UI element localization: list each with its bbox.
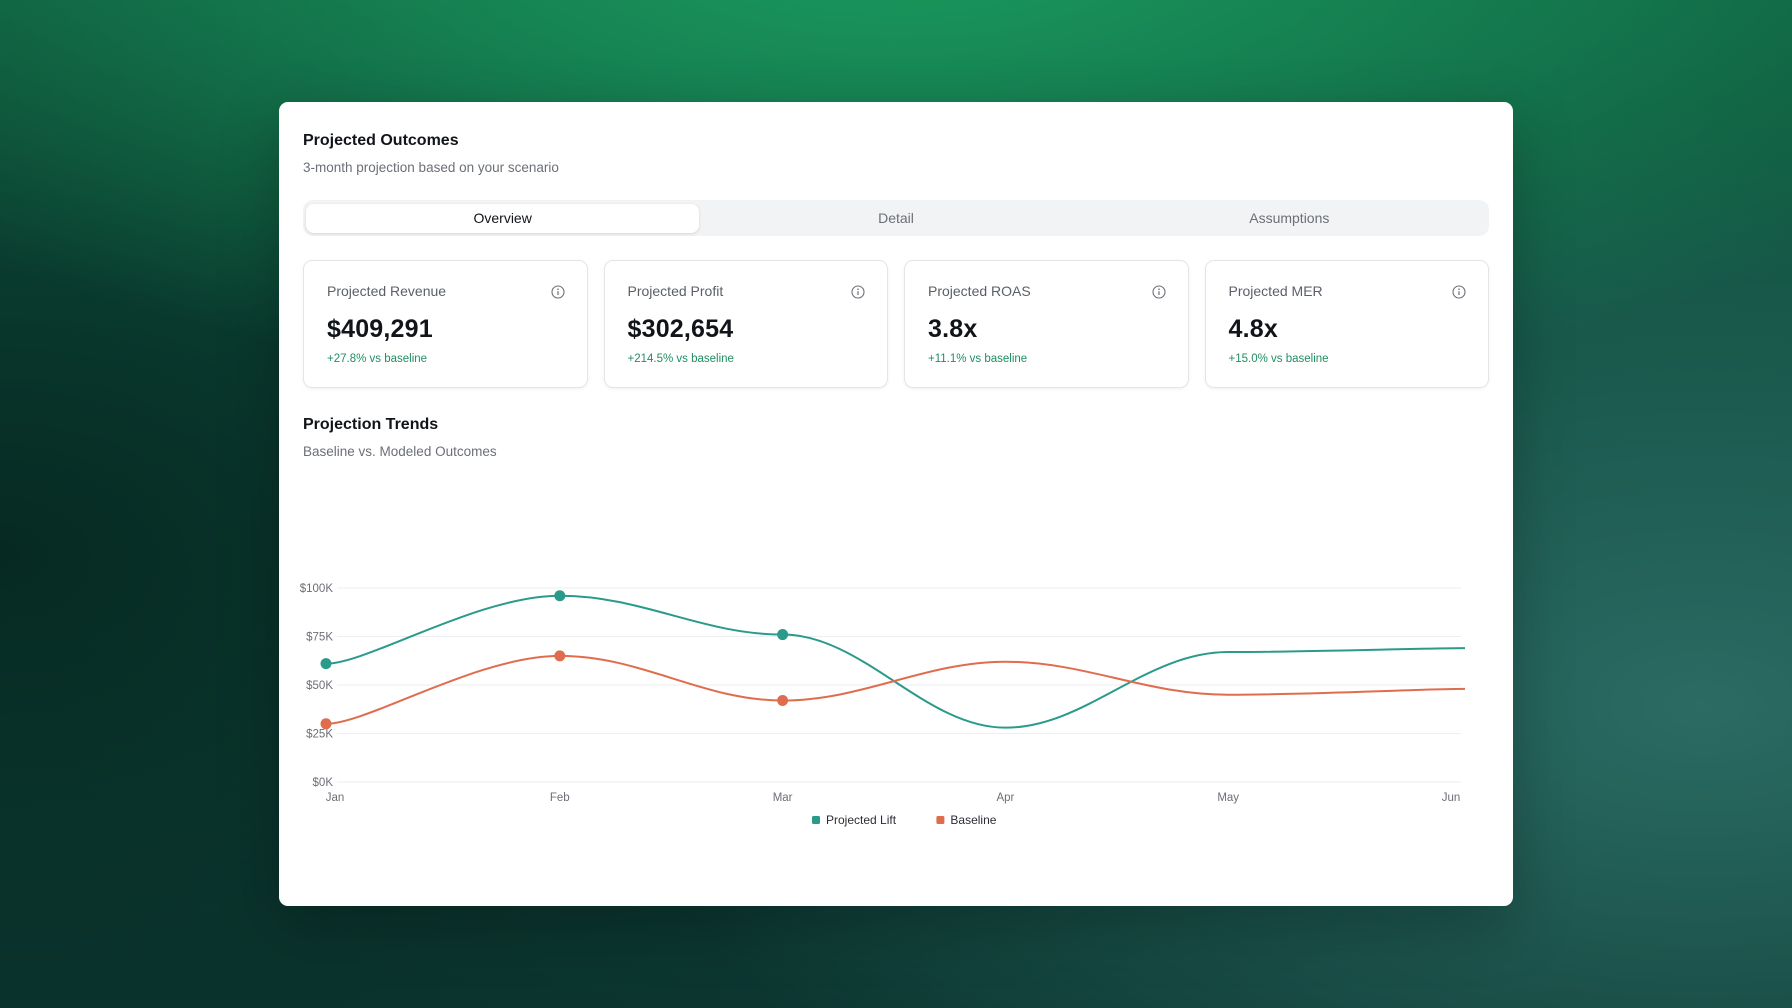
y-tick-label: $0K [313, 777, 334, 789]
y-tick-label: $100K [300, 583, 334, 595]
x-tick-label: Feb [550, 792, 570, 804]
tab-detail[interactable]: Detail [878, 210, 914, 226]
data-point-projected-lift [320, 658, 332, 670]
kpi-card-revenue: Projected Revenue $409,291 +27.8% vs bas… [303, 260, 588, 388]
kpi-delta: +11.1% vs baseline [928, 353, 1028, 365]
projected-outcomes-panel: Projected Outcomes 3-month projection ba… [279, 102, 1513, 906]
kpi-delta: +27.8% vs baseline [327, 353, 428, 365]
data-point-projected-lift [554, 590, 566, 602]
kpi-value: 4.8x [1228, 315, 1278, 343]
kpi-label: Projected MER [1228, 283, 1323, 299]
tab-bar: Overview Detail Assumptions [303, 200, 1489, 236]
kpi-card-profit: Projected Profit $302,654 +214.5% vs bas… [603, 260, 888, 388]
page-title: Projected Outcomes [303, 132, 459, 149]
trends-title: Projection Trends [303, 416, 439, 433]
page-subtitle: 3-month projection based on your scenari… [303, 160, 559, 175]
info-icon[interactable] [550, 285, 565, 299]
projection-trends-chart: $0K $25K $50K $75K $100K Jan Feb Mar Apr May Jun Pr… [279, 572, 1513, 842]
kpi-value: $302,654 [627, 315, 734, 343]
tab-assumptions[interactable]: Assumptions [1249, 210, 1330, 226]
x-tick-label: Apr [996, 792, 1014, 804]
kpi-label: Projected Profit [627, 283, 724, 299]
kpi-cards: Projected Revenue $409,291 +27.8% vs bas… [303, 260, 1489, 388]
data-point-baseline [554, 650, 566, 662]
kpi-label: Projected Revenue [327, 283, 447, 299]
data-point-baseline [777, 695, 789, 707]
trends-subtitle: Baseline vs. Modeled Outcomes [303, 444, 497, 459]
kpi-card-mer: Projected MER 4.8x +15.0% vs baseline [1204, 260, 1489, 388]
x-tick-label: Mar [773, 792, 793, 804]
x-tick-label: May [1217, 792, 1239, 804]
kpi-card-roas: Projected ROAS 3.8x +11.1% vs baseline [904, 260, 1189, 388]
x-tick-label: Jan [326, 792, 345, 804]
kpi-label: Projected ROAS [928, 283, 1031, 299]
series-line-projected-lift [325, 594, 1466, 729]
legend-label: Baseline [950, 813, 996, 827]
kpi-value: $409,291 [327, 315, 433, 343]
trend-chart-svg: $0K $25K $50K $75K $100K Jan Feb Mar Apr May Jun Pr… [300, 583, 1466, 827]
info-icon[interactable] [1452, 285, 1466, 299]
x-tick-label: Jun [1442, 792, 1461, 804]
kpi-delta: +15.0% vs baseline [1228, 353, 1329, 365]
kpi-delta: +214.5% vs baseline [627, 353, 734, 365]
y-tick-label: $50K [306, 680, 333, 692]
legend-label: Projected Lift [826, 813, 897, 827]
data-point-baseline [320, 718, 332, 730]
legend-swatch [812, 816, 820, 824]
info-icon[interactable] [1151, 285, 1166, 299]
y-tick-label: $25K [306, 729, 333, 741]
series-line-baseline [325, 654, 1466, 725]
legend-swatch [936, 816, 945, 824]
info-icon[interactable] [851, 285, 865, 299]
tab-overview[interactable]: Overview [306, 203, 700, 233]
y-tick-label: $75K [306, 632, 333, 644]
kpi-value: 3.8x [928, 315, 978, 343]
data-point-projected-lift [777, 629, 789, 641]
